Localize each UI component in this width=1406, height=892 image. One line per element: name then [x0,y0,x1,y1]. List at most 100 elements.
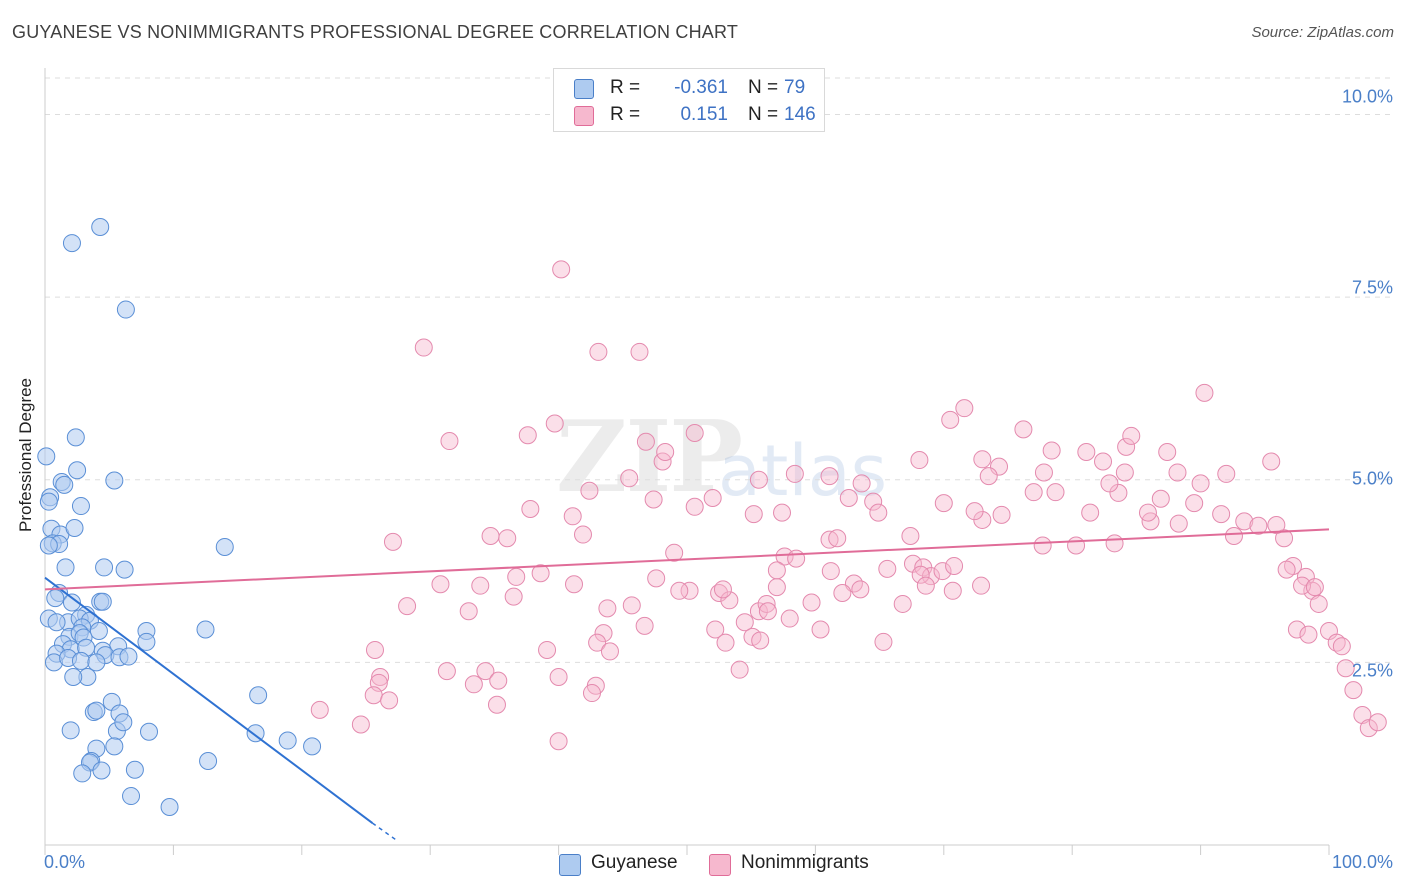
guyanese-point [62,593,81,612]
nonimmigrants-point [1249,516,1268,535]
nonimmigrants-point [1168,463,1187,482]
nonimmigrants-point [630,342,649,361]
guyanese-point [61,721,80,740]
nonimmigrants-point [685,424,704,443]
nonimmigrants-point [489,671,508,690]
nonimmigrants-point [487,695,506,714]
nonimmigrants-point [1109,483,1128,502]
nonimmigrants-point [1122,426,1141,445]
nonimmigrants-point [1105,534,1124,553]
nonimmigrants-point [589,342,608,361]
nonimmigrants-point [767,578,786,597]
nonimmigrants-point [751,631,770,650]
nonimmigrants-point [582,684,601,703]
guyanese-point [55,475,74,494]
nonimmigrants-point [757,594,776,613]
guyanese-point [39,492,58,511]
x-tick-label: 0.0% [44,852,86,872]
nonimmigrants-point [933,562,952,581]
nonimmigrants-point [851,580,870,599]
nonimmigrants-point [1368,713,1387,732]
nonimmigrants-point [979,467,998,486]
guyanese-point [95,558,114,577]
nonimmigrants-point [785,464,804,483]
nonimmigrants-trend-line [44,528,1330,591]
nonimmigrants-point [1034,463,1053,482]
guyanese-point [105,737,124,756]
nonimmigrants-point [706,620,725,639]
source-label: Source: ZipAtlas.com [1251,24,1394,41]
legend-swatch-blue [559,854,581,876]
nonimmigrants-point [665,543,684,562]
nonimmigrants-point [716,633,735,652]
chart-title: GUYANESE VS NONIMMIGRANTS PROFESSIONAL D… [12,22,739,42]
nonimmigrants-point [943,581,962,600]
nonimmigrants-point [498,529,517,548]
nonimmigrants-point [504,587,523,606]
nonimmigrants-point [351,715,370,734]
guyanese-point [93,592,112,611]
nonimmigrants-point [990,457,1009,476]
nonimmigrants-point [1217,464,1236,483]
guyanese-trend-line [44,576,374,824]
nonimmigrants-point [414,338,433,357]
nonimmigrants-point [780,609,799,628]
nonimmigrants-point [1158,443,1177,462]
nonimmigrants-point [869,503,888,522]
nonimmigrants-point [1195,383,1214,402]
nonimmigrants-point [901,527,920,546]
nonimmigrants-point [1151,489,1170,508]
nonimmigrants-point [1309,594,1328,613]
nonimmigrants-point [713,580,732,599]
nonimmigrants-point [476,662,495,681]
nonimmigrants-point [1287,620,1306,639]
nonimmigrants-point [1293,576,1312,595]
nonimmigrants-point [565,575,584,594]
nonimmigrants-point [821,562,840,581]
nonimmigrants-point [1185,494,1204,513]
nonimmigrants-point [1094,452,1113,471]
nonimmigrants-point [600,642,619,661]
nonimmigrants-point [893,594,912,613]
nonimmigrants-point [749,470,768,489]
nonimmigrants-point [670,581,689,600]
guyanese-point [116,300,135,319]
y-tick-label: 10.0% [1341,86,1393,107]
legend-label: Guyanese [591,852,678,873]
guyanese-point [71,651,90,670]
nonimmigrants-point [1115,463,1134,482]
nonimmigrants-point [310,700,329,719]
nonimmigrants-point [878,559,897,578]
nonimmigrants-point [941,410,960,429]
guyanese-point [249,686,268,705]
nonimmigrants-point [945,556,964,575]
nonimmigrants-point [864,492,883,511]
y-axis-title: Professional Degree [16,377,35,533]
nonimmigrants-point [1117,437,1136,456]
guyanese-point [140,722,159,741]
nonimmigrants-point [1359,719,1378,738]
nonimmigrants-point [773,503,792,522]
guyanese-point [303,737,322,756]
legend-n-value: 79 [784,77,806,98]
legend-n-label: N = [748,77,779,98]
guyanese-point [87,701,106,720]
guyanese-point [278,731,297,750]
nonimmigrants-point [735,613,754,632]
x-tick-label: 100.0% [1331,852,1393,872]
guyanese-point [91,218,110,237]
nonimmigrants-point [680,581,699,600]
nonimmigrants-point [1235,512,1254,531]
guyanese-point [46,589,65,608]
guyanese-point [114,713,133,732]
nonimmigrants-point [580,481,599,500]
nonimmigrants-point [685,497,704,516]
nonimmigrants-point [549,667,568,686]
nonimmigrants-point [1033,536,1052,555]
nonimmigrants-point [383,532,402,551]
nonimmigrants-point [1100,474,1119,493]
guyanese-point [56,558,75,577]
legend-r-label: R = [610,104,641,125]
guyanese-point [39,536,58,555]
guyanese-point [71,497,90,516]
